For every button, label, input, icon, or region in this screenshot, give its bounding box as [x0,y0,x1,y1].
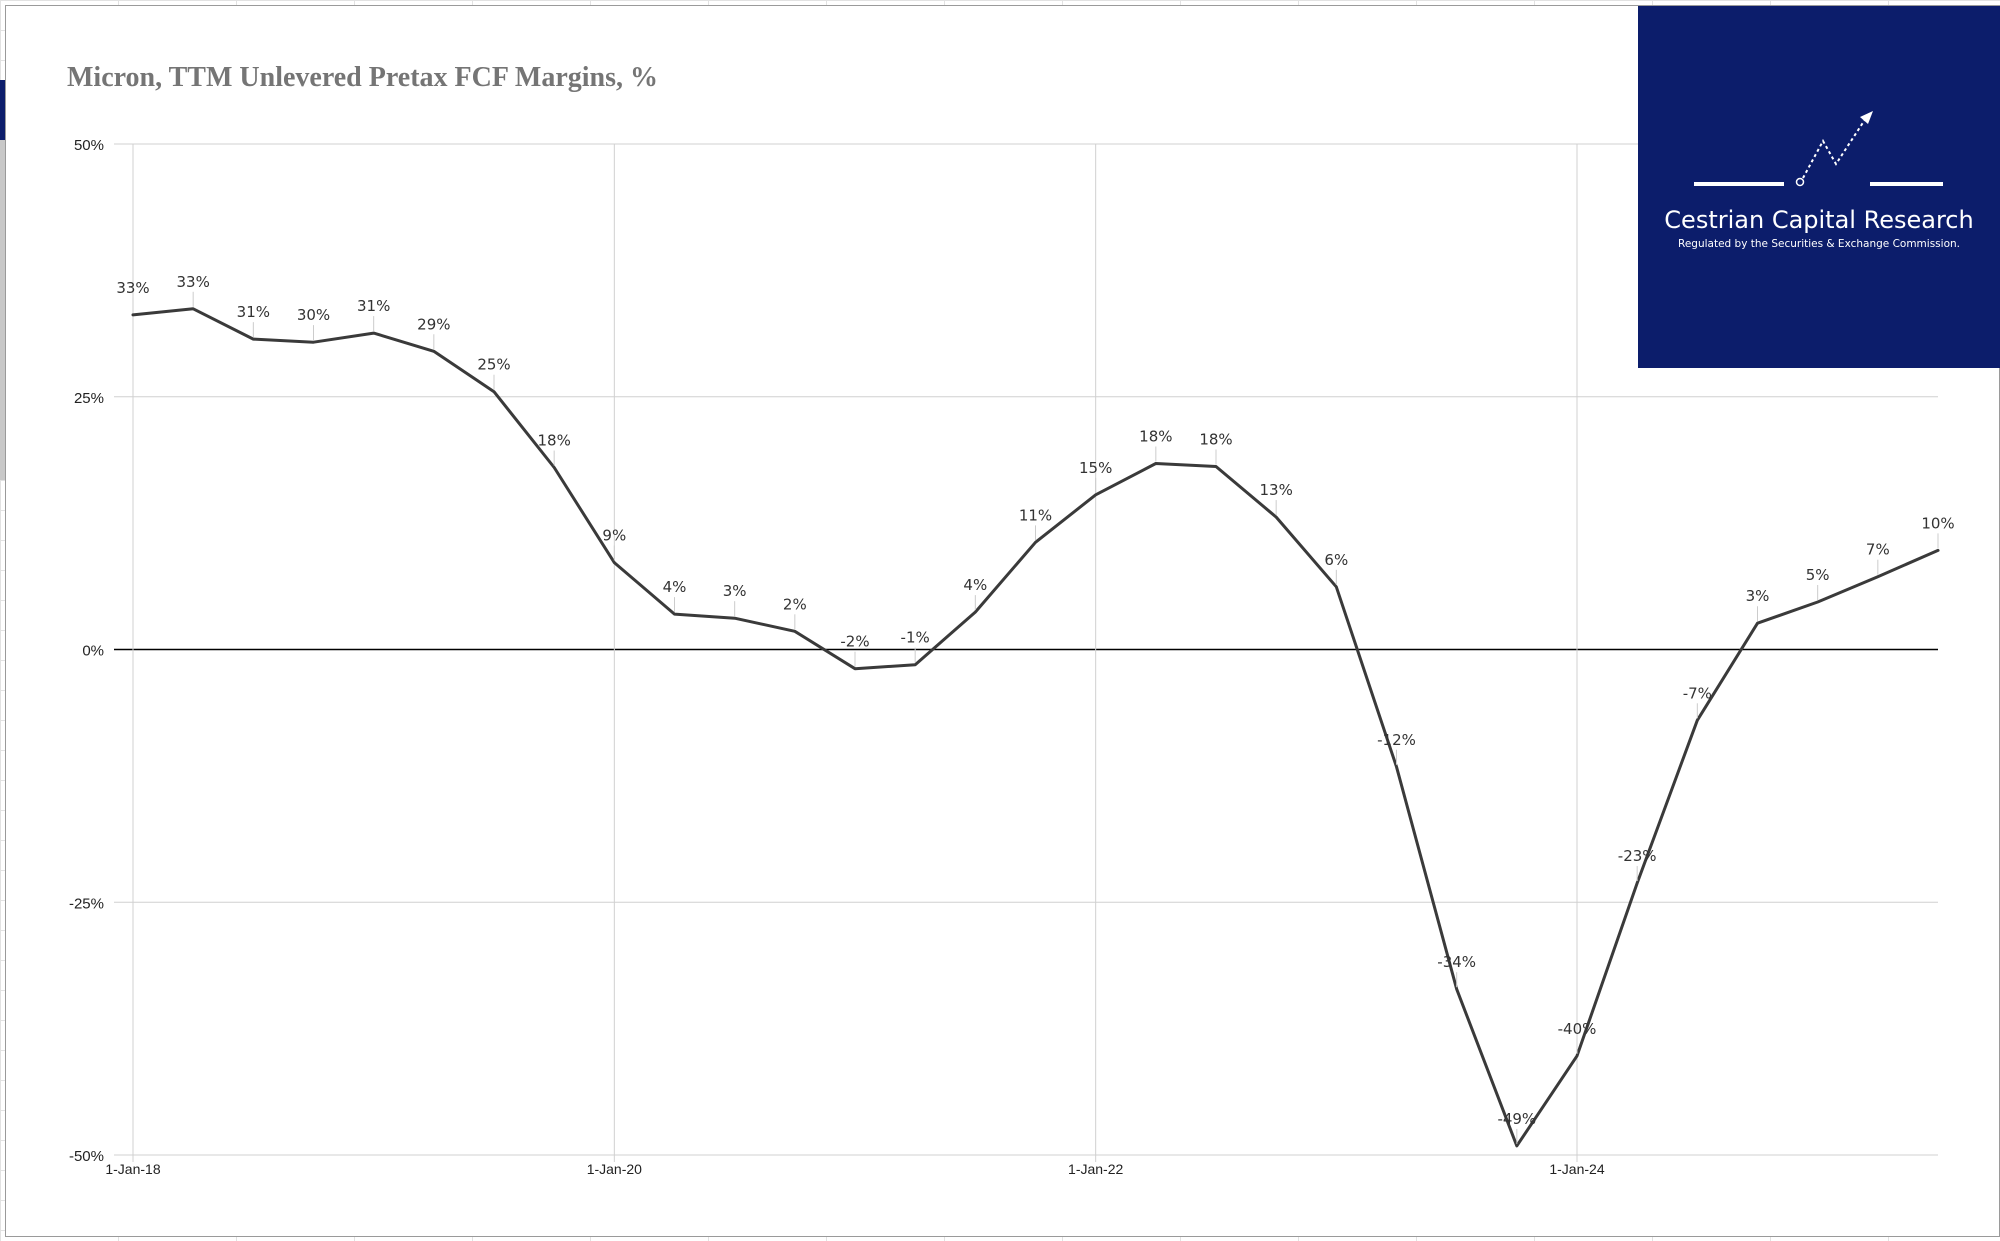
data-label: 33% [116,279,149,297]
chart-title: Micron, TTM Unlevered Pretax FCF Margins… [67,62,659,93]
y-tick-label: 25% [74,390,104,407]
sheet-cell-highlight [0,80,9,140]
spreadsheet-side-strip [0,80,9,480]
data-label: 30% [297,306,330,324]
data-label: -7% [1683,684,1712,702]
brand-tagline: Regulated by the Securities & Exchange C… [1678,238,1960,250]
data-label: -40% [1558,1020,1597,1038]
data-label: 3% [723,582,747,600]
data-label: -34% [1437,953,1476,971]
data-label: -1% [901,629,930,647]
data-label: 6% [1324,551,1348,569]
data-label: 3% [1746,587,1770,605]
x-tick-label: 1-Jan-18 [105,1161,160,1177]
data-label: 25% [477,356,510,374]
data-label: 29% [417,315,450,333]
brand-logo-box: Cestrian Capital Research Regulated by t… [1638,6,2000,368]
data-label: 5% [1806,566,1830,584]
brand-name: Cestrian Capital Research [1664,206,1974,234]
y-tick-label: 50% [74,137,104,154]
x-tick-label: 1-Jan-20 [587,1161,642,1177]
data-label: 11% [1019,506,1052,524]
data-label: 31% [237,303,270,321]
data-label: 18% [1199,431,1232,449]
data-label: 10% [1921,514,1954,532]
series-line [131,307,1940,1148]
data-label: 15% [1079,459,1112,477]
data-label: 13% [1259,481,1292,499]
y-tick-label: -25% [69,895,104,912]
y-tick-label: 0% [82,643,104,660]
data-label: -12% [1377,731,1416,749]
rising-arrow-icon [1694,111,1943,187]
data-label: -2% [840,633,869,651]
data-label: 33% [176,273,209,291]
x-tick-label: 1-Jan-22 [1068,1161,1123,1177]
data-label: 7% [1866,541,1890,559]
series-margin [131,307,1940,1148]
data-label: 4% [963,576,987,594]
data-label: 2% [783,595,807,613]
axis-labels: 50% 25% 0% -25% -50%1-Jan-18 1-Jan-20 1-Jan-22… [69,137,1605,1177]
data-label: 31% [357,297,390,315]
data-label: 4% [663,578,687,596]
y-tick-label: -50% [69,1148,104,1165]
x-tick-label: 1-Jan-24 [1549,1161,1604,1177]
gridlines [114,143,1938,1162]
data-label: -49% [1497,1110,1536,1128]
data-label: 18% [1139,427,1172,445]
data-labels: 33% 33% 31% 30% 31% 29% 25% 18% 9% 4% 3% 2% -2% -1% 4%… [116,273,1955,1144]
data-label: 9% [602,527,626,545]
data-label: 18% [537,432,570,450]
data-label: -23% [1618,847,1657,865]
